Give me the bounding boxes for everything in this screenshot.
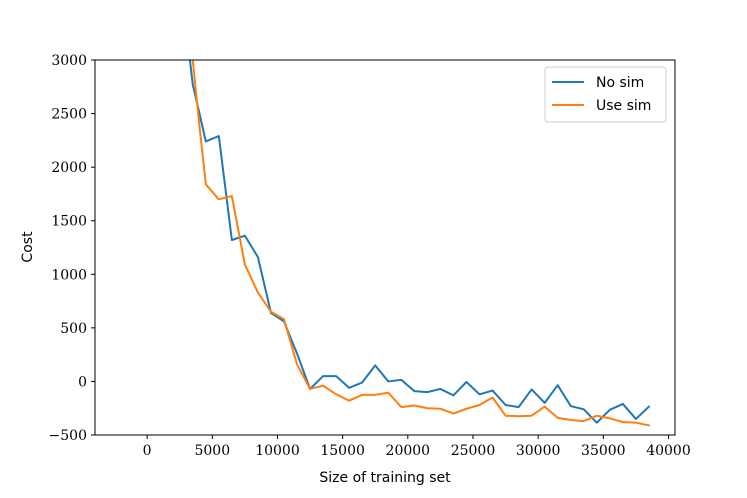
y-tick-label: −500 <box>49 428 87 444</box>
y-tick-label: 500 <box>60 321 87 337</box>
y-tick-label: 2500 <box>51 107 87 123</box>
y-tick-label: 1000 <box>51 267 87 283</box>
legend-box <box>544 66 667 123</box>
plot-frame <box>94 59 676 436</box>
series-layer <box>188 60 651 427</box>
x-tick-label: 25000 <box>451 443 496 459</box>
x-tick-label: 30000 <box>516 443 561 459</box>
y-axis-ticks: −500 0 500 1000 1500 2000 2500 3000 <box>49 53 95 444</box>
x-tick-label: 20000 <box>386 443 431 459</box>
y-tick-label: 0 <box>78 374 87 390</box>
y-axis-label: Cost <box>20 231 36 263</box>
x-tick-label: 5000 <box>194 443 230 459</box>
y-tick-label: 1500 <box>51 214 87 230</box>
x-tick-label: 0 <box>143 443 152 459</box>
x-axis-label: Size of training set <box>319 470 451 486</box>
x-tick-label: 40000 <box>646 443 691 459</box>
legend: No sim Use sim <box>544 66 667 123</box>
series-line-1 <box>191 60 651 427</box>
legend-label-0: No sim <box>596 75 644 91</box>
x-tick-label: 10000 <box>255 443 300 459</box>
x-tick-label: 35000 <box>581 443 626 459</box>
legend-entries: No sim Use sim <box>552 75 651 114</box>
y-tick-label: 2000 <box>51 160 87 176</box>
x-tick-label: 15000 <box>320 443 365 459</box>
legend-label-1: Use sim <box>596 98 651 114</box>
series-line-0 <box>188 60 651 424</box>
y-tick-label: 3000 <box>51 53 87 69</box>
x-axis-ticks: 0 5000 10000 15000 20000 25000 30000 35000 40000 <box>143 435 691 459</box>
